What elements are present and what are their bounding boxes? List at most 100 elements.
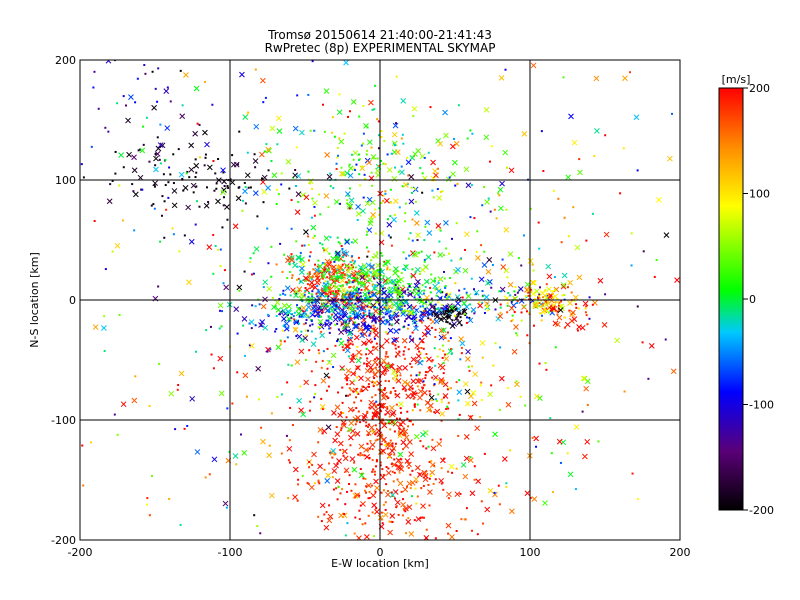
data-point-dot [359, 421, 362, 424]
data-point-dot [307, 243, 310, 246]
data-point-dot [156, 136, 159, 139]
data-point-dot [320, 520, 323, 523]
data-point-dot [505, 208, 508, 211]
data-point-dot [340, 245, 343, 248]
data-point-x [312, 469, 318, 476]
data-point-x [434, 313, 440, 320]
data-point-dot [321, 408, 324, 411]
data-point-x [391, 140, 398, 147]
data-point-dot [244, 354, 247, 357]
data-point-x [333, 462, 339, 469]
data-point-dot [293, 311, 296, 314]
data-point-dot [261, 177, 264, 180]
data-point-dot [306, 272, 309, 275]
data-point-dot [385, 282, 388, 285]
data-point-x [576, 324, 582, 330]
data-point-dot [376, 410, 379, 413]
data-point-dot [461, 296, 464, 299]
data-point-dot [355, 396, 358, 399]
data-point-x [633, 114, 640, 121]
data-point-dot [469, 303, 472, 306]
data-point-dot [406, 417, 409, 420]
data-point-dot [352, 409, 355, 412]
data-point-x [391, 131, 398, 138]
data-point-dot [311, 323, 314, 326]
data-point-dot [395, 315, 398, 318]
data-point-dot [431, 189, 434, 192]
data-point-x [498, 75, 505, 81]
data-point-dot [299, 385, 302, 388]
data-point-x [338, 329, 344, 336]
data-point-dot [389, 390, 392, 393]
data-point-dot [506, 304, 509, 307]
data-point-x [186, 279, 192, 286]
data-point-dot [212, 367, 215, 370]
data-point-dot [390, 244, 393, 247]
data-point-x [420, 431, 426, 438]
data-point-x [265, 346, 271, 353]
data-point-x [343, 467, 350, 474]
data-point-x [314, 275, 321, 281]
data-point-x [324, 152, 331, 158]
data-point-dot [547, 298, 550, 301]
data-point-x [364, 534, 370, 540]
data-point-dot [424, 285, 427, 288]
data-point-dot [348, 207, 351, 210]
data-point-dot [307, 93, 310, 96]
data-point-x [503, 227, 510, 233]
data-point-dot [359, 291, 362, 294]
data-point-dot [527, 294, 530, 297]
data-point-x [432, 168, 438, 174]
data-point-x [344, 191, 351, 197]
data-point-x [484, 506, 491, 513]
data-point-dot [370, 326, 373, 329]
data-point-x [404, 380, 411, 387]
data-point-dot [509, 294, 512, 297]
data-point-dot [133, 229, 136, 232]
data-point-dot [326, 270, 329, 273]
data-point-dot [423, 156, 426, 159]
data-point-dot [323, 249, 326, 252]
data-point-dot [382, 264, 385, 267]
data-point-x [324, 477, 331, 484]
data-point-dot [380, 433, 383, 436]
data-point-dot [410, 374, 413, 377]
data-point-dot [311, 197, 314, 200]
data-point-dot [253, 514, 256, 517]
data-point-dot [153, 185, 156, 188]
data-point-dot [440, 398, 443, 401]
data-point-x [434, 408, 441, 415]
data-point-dot [354, 321, 357, 324]
data-point-x [261, 174, 268, 181]
data-point-dot [466, 137, 469, 140]
data-point-x [467, 317, 474, 324]
data-point-x [164, 125, 171, 131]
data-point-dot [311, 275, 314, 278]
data-point-dot [440, 482, 443, 485]
data-point-dot [344, 274, 347, 277]
data-point-x [574, 244, 581, 251]
data-point-x [299, 337, 305, 343]
data-point-dot [367, 425, 370, 428]
grid-lines [80, 60, 680, 540]
data-point-dot [371, 312, 374, 315]
data-point-dot [291, 313, 294, 316]
data-point-dot [377, 357, 380, 360]
data-point-dot [328, 252, 331, 255]
data-point-dot [304, 279, 307, 282]
data-point-x [410, 272, 417, 279]
data-point-x [576, 274, 583, 281]
data-point-dot [434, 537, 437, 540]
data-point-dot [396, 478, 399, 481]
data-point-x [329, 274, 335, 281]
data-point-dot [396, 302, 399, 305]
data-point-dot [326, 295, 329, 298]
data-point-x [377, 434, 384, 441]
data-point-dot [179, 69, 182, 72]
data-point-dot [443, 313, 446, 316]
data-point-x [292, 125, 299, 132]
data-point-x [414, 464, 421, 471]
data-point-x [526, 287, 532, 294]
data-point-dot [399, 424, 402, 427]
